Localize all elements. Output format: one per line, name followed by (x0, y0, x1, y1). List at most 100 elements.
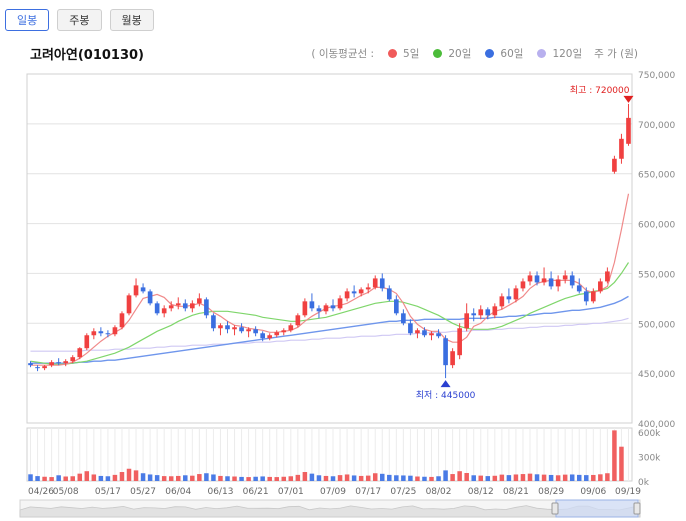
x-tick-label: 08/02 (426, 487, 452, 497)
candle-body (457, 328, 462, 356)
y-tick-label: 550,000 (638, 270, 675, 280)
candle-body (35, 367, 40, 369)
ma-legend: ( 이동평균선 : 5일 20일 60일 120일 주 가 (원) (311, 46, 638, 61)
y-tick-label: 650,000 (638, 171, 675, 181)
volume-bar (42, 476, 47, 481)
candle-body (492, 306, 498, 316)
volume-bar (154, 475, 160, 481)
volume-bar (520, 474, 526, 481)
volume-bar (591, 474, 596, 481)
candle-body (471, 313, 477, 316)
candle-body (351, 291, 357, 294)
y-tick-label: 600,000 (638, 221, 675, 231)
legend-unit: 주 가 (원) (594, 48, 638, 60)
volume-bar (499, 474, 505, 481)
volume-bar (351, 475, 357, 481)
volume-bar (478, 475, 484, 481)
x-tick-label: 04/26 (28, 487, 54, 497)
candle-body (330, 305, 336, 309)
volume-bar (183, 475, 188, 481)
legend-ma120: 120일 (552, 48, 583, 60)
volume-bar (119, 472, 125, 481)
volume-bar (211, 474, 216, 481)
candle-body (281, 330, 287, 333)
volume-bar (105, 476, 111, 481)
candle-body (534, 275, 540, 283)
candle-body (443, 338, 448, 366)
candle-body (394, 299, 399, 314)
volume-bar (337, 475, 343, 481)
volume-bar (309, 473, 315, 481)
candle-body (309, 301, 315, 309)
candle-body (520, 281, 526, 289)
candle-body (422, 330, 427, 336)
volume-bar (316, 475, 322, 481)
volume-bar (84, 471, 90, 481)
candle-body (253, 329, 258, 334)
ma120-line (30, 317, 629, 352)
candle-body (548, 278, 554, 287)
volume-bar (288, 476, 294, 481)
y-tick-label: 450,000 (638, 370, 675, 380)
candle-body (182, 303, 188, 309)
high-label: 최고 : 720000 (570, 85, 630, 96)
volume-frame (26, 427, 633, 482)
volume-bar (612, 430, 617, 481)
ma60-line (30, 295, 629, 364)
candle-body (386, 288, 392, 300)
volume-bar (548, 474, 554, 481)
volume-bar (260, 476, 265, 481)
volume-bar (246, 477, 251, 481)
x-tick-label: 08/29 (538, 487, 564, 497)
volume-bar (471, 475, 476, 481)
tab-weekly[interactable]: 주봉 (57, 9, 102, 31)
candle-body (28, 363, 33, 366)
candle-body (485, 309, 491, 316)
volume-bar (28, 474, 33, 481)
volume-bar (98, 475, 104, 481)
candle-body (429, 333, 434, 336)
candle-body (513, 288, 519, 300)
volume-bar (576, 474, 582, 481)
price-frame (26, 73, 633, 424)
volume-bar (422, 476, 427, 481)
volume-bar (344, 474, 350, 481)
candle-body (365, 287, 371, 290)
volume-bar (274, 477, 279, 481)
candle-body (119, 313, 125, 328)
candle-body (605, 271, 610, 282)
legend-ma60: 60일 (500, 48, 524, 60)
volume-bar (232, 476, 237, 481)
candle-body (562, 275, 568, 280)
candle-body (63, 361, 69, 364)
volume-bar (394, 475, 399, 481)
low-marker (440, 380, 451, 388)
candle-body (499, 296, 505, 307)
volume-bar (91, 474, 97, 481)
candle-body (126, 295, 132, 314)
volume-bar (358, 475, 364, 481)
candle-body (239, 327, 244, 332)
volume-bar (485, 476, 491, 481)
candle-body (161, 308, 167, 314)
candle-body (91, 331, 97, 336)
candle-body (295, 315, 301, 326)
volume-bar (408, 475, 413, 481)
tab-daily[interactable]: 일봉 (5, 9, 50, 31)
tab-monthly[interactable]: 월봉 (109, 9, 154, 31)
ma20-line (30, 262, 630, 365)
candle-body (84, 335, 90, 349)
volume-bar (295, 474, 301, 481)
candle-body (267, 335, 273, 339)
candle-body (204, 299, 209, 316)
volume-bar (225, 476, 230, 481)
ma5-line (30, 193, 630, 366)
volume-tick-label: 0k (638, 478, 650, 488)
candle-body (316, 308, 322, 312)
candle-body (232, 327, 237, 330)
candle-body (598, 281, 603, 292)
legend-ma20: 20일 (448, 48, 472, 60)
volume-bar (415, 476, 420, 481)
candle-body (401, 313, 406, 324)
